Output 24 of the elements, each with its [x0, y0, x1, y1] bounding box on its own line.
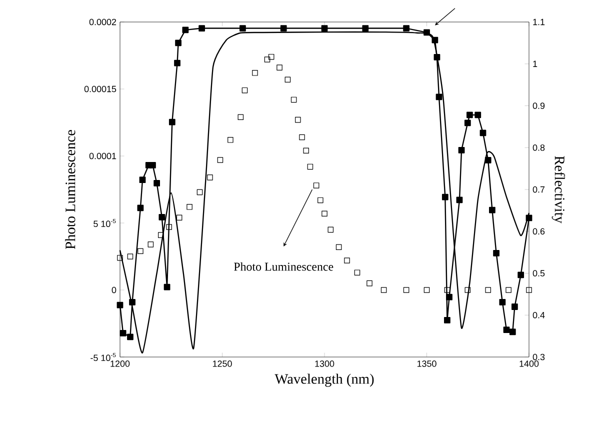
y2-tick-label: 0.5 — [532, 270, 545, 276]
y-tick-label: 0.00015 — [84, 86, 116, 92]
y2-tick-label: 0.9 — [532, 102, 545, 109]
y-tick-label: 0.0001 — [89, 152, 116, 160]
y2-tick-label: 1.1 — [533, 18, 545, 26]
y2-tick-label: 0.3 — [532, 354, 545, 360]
y-axis-title: Photo Luminescence — [65, 130, 76, 250]
y-tick-label: 5 10$^{-5}$ — [94, 219, 116, 228]
y2-tick-label: 0.6 — [532, 228, 545, 235]
x-axis-title: Wavelength (nm) — [274, 374, 374, 387]
y2-tick-label: 0.8 — [532, 144, 545, 151]
y-tick-label: -5 10$^{-5}$ — [90, 353, 116, 362]
y-tick-label: 0.0002 — [89, 18, 116, 26]
y-tick-label: 0 — [112, 286, 116, 294]
annotation: Photo Luminescence — [234, 262, 334, 271]
x-tick-label: 1350 — [417, 360, 436, 367]
x-tick-label: 1250 — [212, 360, 232, 367]
y2-tick-label: 0.7 — [532, 186, 545, 193]
x-tick-label: 1400 — [520, 360, 539, 367]
x-tick-label: 1200 — [110, 360, 130, 367]
y2-axis-title: Reflectivity — [552, 156, 566, 224]
y2-tick-label: 0.4 — [532, 312, 545, 318]
y2-tick-label: 1 — [533, 60, 538, 67]
x-tick-label: 1300 — [315, 360, 334, 367]
